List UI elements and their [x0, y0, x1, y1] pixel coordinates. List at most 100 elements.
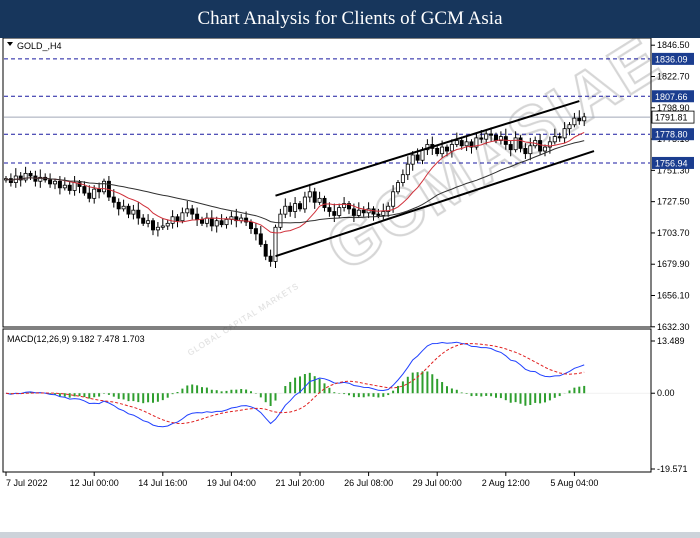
candle-body-bull: [552, 136, 557, 143]
candle-body-bear: [508, 144, 513, 151]
candle-body-bear: [258, 233, 263, 245]
candle-body-bull: [38, 176, 43, 182]
candle-body-bear: [361, 209, 366, 214]
price-axis-label: 1727.50: [657, 197, 690, 207]
candle-body-bull: [474, 137, 479, 148]
candle-body-bear: [297, 203, 302, 210]
candle-body-bull: [185, 208, 190, 214]
candle-body-bear: [538, 140, 543, 152]
candle-body-bull: [155, 226, 160, 231]
candle-body-bear: [469, 141, 474, 148]
candle-body-bull: [400, 174, 405, 183]
candle-body-bear: [77, 182, 82, 187]
level-price-label: 1807.66: [655, 92, 688, 102]
trading-chart: GCMASIAE GLOBAL CAPITAL MARKETS 1846.501…: [2, 38, 695, 488]
candle-body-bull: [528, 145, 533, 155]
price-pane-frame: [2, 38, 652, 328]
candle-body-bear: [376, 213, 381, 216]
candle-body-bull: [567, 124, 572, 130]
chart-title-banner: Chart Analysis for Clients of GCM Asia: [0, 0, 700, 38]
candle-body-bear: [489, 133, 494, 136]
candle-body-bear: [577, 117, 582, 122]
macd-line: [5, 341, 585, 428]
chart-panel: GCMASIAE GLOBAL CAPITAL MARKETS 1846.50 1…: [0, 38, 700, 538]
candle-body-bull: [386, 205, 391, 212]
moving-average-fast: [5, 131, 585, 234]
candle-body-bull: [121, 205, 126, 210]
candle-body-bull: [170, 216, 175, 224]
time-axis-label: 5 Aug 04:00: [550, 478, 598, 488]
time-axis-label: 26 Jul 08:00: [344, 478, 393, 488]
candle-body-bear: [435, 148, 440, 155]
candle-body-bull: [464, 141, 469, 147]
candle-body-bear: [150, 220, 155, 231]
candle-body-bull: [405, 163, 410, 176]
time-axis-label: 29 Jul 00:00: [413, 478, 462, 488]
candle-body-bull: [410, 154, 415, 165]
chart-title: Chart Analysis for Clients of GCM Asia: [197, 8, 503, 29]
candle-body-bear: [312, 191, 317, 203]
candle-body-bull: [381, 211, 386, 216]
candle-body-bull: [572, 117, 577, 126]
price-axis-label: 1846.50: [657, 40, 690, 50]
candle-body-bear: [97, 188, 102, 193]
candle-body-bear: [48, 179, 53, 185]
candle-body-bear: [82, 186, 87, 194]
candle-body-bull: [302, 196, 307, 210]
candle-body-bear: [175, 216, 180, 222]
candle-body-bear: [253, 228, 258, 235]
level-price-label: 1756.94: [655, 158, 688, 168]
candle-body-bear: [327, 207, 332, 212]
candle-body-bear: [126, 205, 131, 215]
candle-body-bear: [523, 148, 528, 155]
candle-body-bull: [513, 137, 518, 151]
candle-body-bear: [459, 140, 464, 147]
candle-body-bull: [395, 182, 400, 193]
candle-body-bull: [562, 128, 567, 139]
candle-body-bull: [165, 222, 170, 227]
candle-body-bear: [557, 136, 562, 139]
symbol-label: GOLD_,H4: [7, 41, 62, 51]
symbol-text: GOLD_,H4: [17, 41, 62, 51]
bottom-strip: [0, 532, 700, 538]
macd-pane-frame: [2, 328, 652, 473]
dropdown-triangle-icon[interactable]: [7, 42, 13, 46]
price-axis-label: 1822.70: [657, 71, 690, 81]
price-axis-label: 1798.90: [657, 103, 690, 113]
candle-body-bull: [293, 203, 298, 212]
moving-average-slow: [5, 140, 585, 224]
candle-body-bear: [57, 180, 62, 189]
candle-body-bull: [146, 220, 151, 224]
candle-body-bull: [307, 191, 312, 198]
candle-body-bull: [454, 140, 459, 145]
candle-body-bear: [351, 208, 356, 216]
candle-body-bear: [268, 255, 273, 262]
candle-body-bear: [190, 208, 195, 215]
candle-body-bear: [322, 197, 327, 208]
macd-label: MACD(12,26,9) 9.182 7.478 1.703: [7, 334, 145, 344]
macd-axis-label: 0.00: [657, 388, 675, 398]
price-axis-label: 1679.90: [657, 259, 690, 269]
price-axis-label: 1751.30: [657, 165, 690, 175]
candle-body-bull: [337, 207, 342, 216]
channel-upper-line: [275, 100, 580, 197]
candle-body-bull: [53, 180, 58, 185]
candle-body-bear: [141, 217, 146, 224]
candle-body-bear: [67, 184, 72, 191]
candle-body-bull: [317, 197, 322, 203]
candle-body-bear: [248, 221, 253, 229]
current-price-label: 1791.81: [655, 113, 688, 123]
candle-body-bear: [87, 192, 92, 199]
macd-signal-line: [5, 342, 585, 425]
candle-body-bull: [356, 209, 361, 216]
level-price-box: [652, 156, 694, 169]
candle-body-bull: [131, 209, 136, 215]
candle-body-bear: [28, 172, 33, 177]
candle-body-bear: [493, 134, 498, 141]
level-price-box: [652, 90, 694, 103]
candle-body-bull: [543, 146, 548, 152]
candle-body-bear: [415, 154, 420, 161]
candle-body-bear: [136, 209, 141, 219]
candle-body-bear: [371, 208, 376, 215]
candle-body-bull: [224, 218, 229, 226]
